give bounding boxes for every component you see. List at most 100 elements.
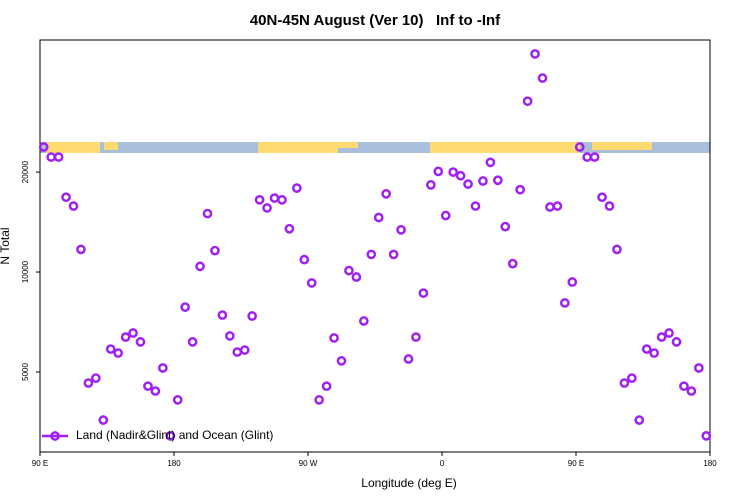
point: [366, 249, 377, 260]
point: [507, 258, 518, 269]
land-strip: [46, 142, 100, 153]
point: [455, 170, 466, 181]
point: [589, 152, 600, 162]
point: [418, 288, 429, 298]
point: [254, 194, 265, 205]
point: [604, 201, 615, 211]
point: [485, 157, 496, 168]
land-mask: [40, 142, 710, 153]
point: [269, 193, 280, 203]
ocean-strip: [40, 142, 710, 153]
point: [381, 188, 392, 199]
x-tick-label: 180: [703, 459, 717, 468]
point: [649, 348, 660, 358]
y-axis-label: N Total: [0, 227, 12, 264]
land-strip: [338, 142, 358, 148]
point: [120, 332, 131, 342]
point: [262, 203, 272, 213]
point: [574, 142, 585, 152]
point: [358, 316, 369, 326]
legend-label: Land (Nadir&Glint) and Ocean (Glint): [76, 428, 273, 442]
point: [299, 254, 310, 265]
point: [693, 363, 704, 373]
land-strip: [258, 142, 338, 153]
point: [671, 337, 682, 347]
point: [105, 344, 116, 354]
point: [701, 431, 712, 441]
point: [172, 395, 183, 405]
point: [545, 202, 555, 212]
point: [232, 347, 243, 357]
land-strip: [104, 142, 118, 150]
point: [217, 310, 228, 320]
legend-marker: [50, 431, 60, 441]
point: [634, 415, 645, 425]
point: [559, 298, 570, 308]
point: [686, 386, 697, 396]
land-strip: [430, 142, 580, 153]
point: [90, 373, 101, 384]
x-tick-label: 90 E: [568, 459, 584, 468]
point: [530, 49, 540, 59]
point: [388, 249, 399, 260]
x-tick-label: 0: [440, 459, 445, 468]
x-tick-label: 90 W: [299, 459, 318, 468]
point: [411, 332, 421, 342]
point: [76, 244, 86, 255]
point: [448, 167, 459, 177]
point: [83, 378, 94, 388]
y-tick-label: 5000: [21, 363, 30, 381]
point: [38, 142, 49, 152]
point: [515, 184, 526, 195]
land-strip: [592, 142, 652, 150]
point: [135, 337, 146, 347]
point: [157, 363, 168, 373]
point: [440, 210, 451, 221]
point: [463, 179, 473, 189]
point: [202, 208, 213, 219]
point: [552, 201, 563, 211]
point: [61, 192, 71, 203]
point: [113, 348, 124, 358]
point: [143, 381, 153, 392]
point: [500, 221, 511, 232]
point: [224, 331, 235, 341]
point: [641, 344, 652, 354]
x-tick-label: 90 E: [32, 459, 48, 468]
point: [626, 373, 637, 384]
chart-title: 40N-45N August (Ver 10) Inf to -Inf: [250, 12, 501, 29]
point: [128, 328, 138, 338]
point: [433, 166, 444, 177]
point: [403, 354, 414, 364]
point: [470, 201, 481, 211]
point: [314, 395, 325, 405]
point: [425, 180, 436, 190]
point: [597, 192, 607, 203]
point: [284, 223, 295, 234]
point: [656, 332, 667, 342]
point: [344, 265, 354, 276]
point: [351, 272, 362, 282]
point: [53, 152, 64, 162]
point: [210, 245, 220, 256]
point: [492, 175, 503, 186]
point: [679, 381, 689, 392]
plot-frame: [39, 39, 711, 453]
point: [239, 345, 250, 355]
point: [277, 194, 287, 205]
point: [619, 378, 630, 388]
point: [373, 212, 384, 223]
point: [396, 224, 406, 235]
point: [582, 152, 593, 162]
point: [150, 386, 161, 396]
point: [321, 381, 332, 392]
point: [195, 261, 205, 272]
point: [612, 244, 622, 255]
point: [329, 333, 339, 343]
point: [68, 201, 79, 211]
x-axis-label: Longitude (deg E): [361, 476, 456, 490]
y-tick-label: 10000: [21, 260, 30, 283]
point: [664, 328, 674, 338]
point: [567, 277, 578, 287]
